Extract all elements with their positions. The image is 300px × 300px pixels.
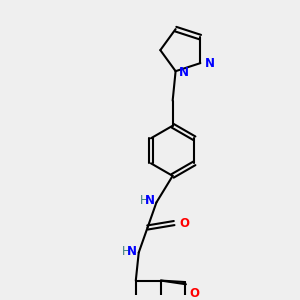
Text: N: N <box>205 57 215 70</box>
Text: N: N <box>145 194 155 207</box>
Text: H: H <box>122 244 130 258</box>
Text: O: O <box>179 217 189 230</box>
Text: N: N <box>178 66 189 79</box>
Text: O: O <box>190 286 200 300</box>
Text: N: N <box>127 244 137 258</box>
Text: H: H <box>140 194 148 207</box>
